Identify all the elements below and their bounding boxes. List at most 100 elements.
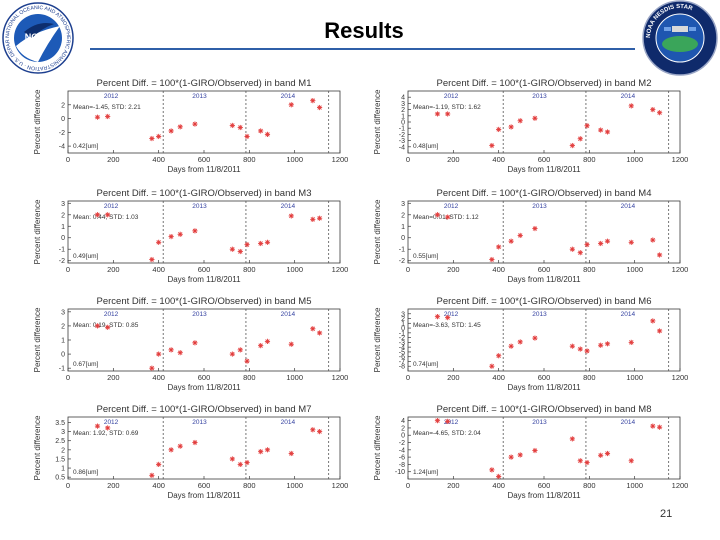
y-axis-label: Percent difference [33,307,42,372]
wavelength-annotation: 0.48[um] [413,143,438,150]
data-point [310,98,316,104]
year-label: 2012 [104,203,119,210]
x-tick-label: 800 [583,155,596,164]
data-point [105,212,111,218]
x-tick-label: 0 [406,481,410,490]
data-point [237,248,243,255]
data-point [105,324,111,330]
data-point [168,128,174,134]
y-tick-label: 0 [401,326,405,333]
nesdis-star-logo: NOAA NESDIS STAR [642,0,718,76]
x-tick-label: 200 [107,481,120,490]
y-tick-label: 2 [401,212,405,219]
wavelength-annotation: 0.42[um] [73,143,98,150]
y-tick-label: 1 [61,224,65,231]
data-point [434,111,441,117]
x-tick-label: 400 [152,265,165,274]
x-tick-label: 1200 [672,481,689,490]
y-tick-label: -3 [399,340,405,347]
year-label: 2012 [104,311,119,318]
plot-frame [67,200,341,264]
x-tick-label: 800 [243,265,256,274]
data-point [489,256,495,263]
x-tick-label: 600 [538,155,551,164]
data-point [156,133,162,140]
y-tick-label: -2 [399,335,405,342]
data-point [94,323,101,329]
data-point [508,124,514,130]
data-point [604,129,611,135]
chart-title: Percent Diff. = 100*(1-GIRO/Observed) in… [437,296,652,307]
y-tick-label: 4 [401,95,405,102]
year-label: 2014 [621,203,636,210]
data-point [258,240,264,247]
x-tick-label: 800 [583,481,596,490]
y-tick-label: -2 [399,132,405,139]
data-point [532,115,538,121]
y-tick-label: -1 [399,247,405,254]
data-point [445,111,451,117]
x-tick-label: 1000 [626,155,643,164]
chart-title: Percent Diff. = 100*(1-GIRO/Observed) in… [437,188,652,199]
data-point [434,314,441,320]
year-label: 2012 [444,203,459,210]
y-tick-label: 0 [61,352,65,359]
data-point [650,423,656,429]
data-point [577,458,583,464]
chart-title: Percent Diff. = 100*(1-GIRO/Observed) in… [437,78,652,89]
y-tick-label: 1 [401,224,405,231]
data-point [149,365,155,371]
x-tick-label: 400 [492,155,505,164]
y-tick-label: -3 [399,138,405,145]
x-tick-label: 1000 [626,373,643,382]
data-point [229,122,235,129]
y-tick-label: -5 [399,349,405,356]
year-label: 2013 [532,93,547,100]
y-tick-label: 3 [401,101,405,108]
x-tick-label: 200 [107,155,120,164]
data-point [569,436,575,442]
y-axis-label: Percent difference [33,199,42,264]
data-point [192,228,198,234]
y-tick-label: -2 [59,130,65,137]
data-point [310,216,316,222]
x-tick-label: 400 [152,481,165,490]
wavelength-annotation: 0.67[um] [73,361,98,368]
y-tick-label: -10 [395,469,405,476]
data-point [508,238,514,244]
x-tick-label: 0 [66,265,70,274]
x-tick-label: 400 [152,155,165,164]
x-tick-label: 200 [107,265,120,274]
y-tick-label: 3 [61,429,65,436]
chart-title: Percent Diff. = 100*(1-GIRO/Observed) in… [97,404,312,415]
y-tick-label: 0 [401,120,405,127]
y-tick-label: 3 [61,201,65,208]
x-tick-label: 1200 [672,155,689,164]
data-point [94,114,101,120]
data-point [628,458,634,464]
data-point [628,339,634,345]
y-tick-label: -8 [399,364,405,371]
y-tick-label: -1 [399,126,405,133]
data-point [445,214,451,220]
x-axis-label: Days from 11/8/2011 [167,491,241,500]
x-tick-label: 1200 [332,481,349,490]
data-point [156,351,162,357]
stats-annotation: Mean=-1.45, STD: 2.21 [73,104,141,111]
data-point [177,124,183,130]
year-label: 2012 [444,419,459,426]
data-point [317,330,323,336]
y-tick-label: 2 [61,323,65,330]
data-point [156,239,162,245]
data-point [177,350,183,356]
data-point [264,131,271,138]
data-point [569,246,575,252]
data-point [604,238,611,244]
data-point [489,142,495,149]
y-tick-label: 2 [61,212,65,219]
data-point [288,102,294,108]
x-tick-label: 800 [243,155,256,164]
data-point [604,450,611,457]
data-point [244,459,250,466]
data-point [258,343,264,349]
